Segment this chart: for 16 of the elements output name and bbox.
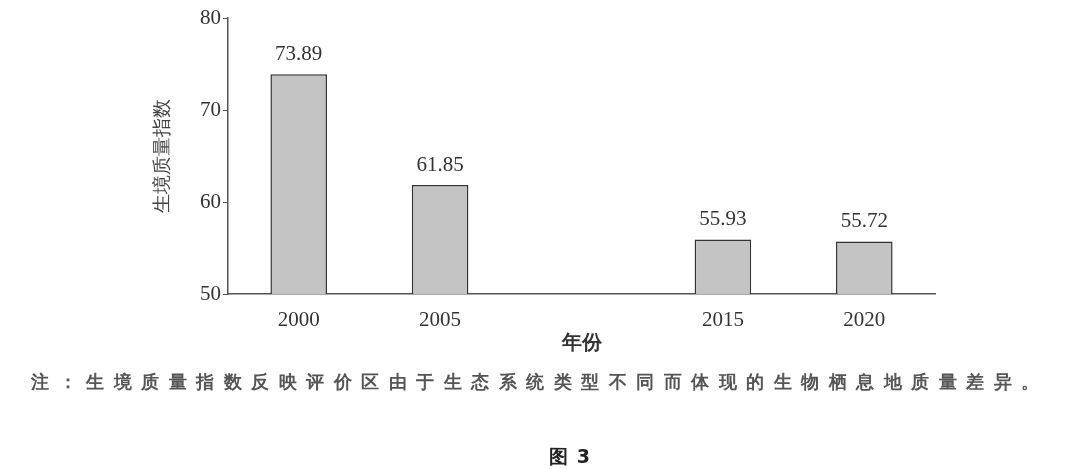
y-axis-title: 生境质量指数 [151,99,173,213]
caption: 图 3 [549,445,591,467]
x-axis-title: 年份 [560,331,603,354]
x-tick-label: 2020 [843,307,886,332]
data-label: 55.72 [840,208,888,233]
y-tick-label: 60 [200,188,221,213]
text: 注：生境质量指数反映评价区由于生态系统类型不同而体现的生物栖息地质量差异。 [31,371,1049,392]
y-tick-label: 50 [200,280,221,305]
data-label: 73.89 [275,41,323,66]
x-tick-label: 2000 [277,307,320,332]
x-tick-label: 2015 [701,307,744,332]
data-label: 55.93 [699,206,747,231]
y-tick-label: 80 [200,4,221,29]
data-label: 61.85 [416,151,464,176]
y-tick-label: 70 [200,96,221,121]
x-tick-label: 2005 [419,307,462,332]
